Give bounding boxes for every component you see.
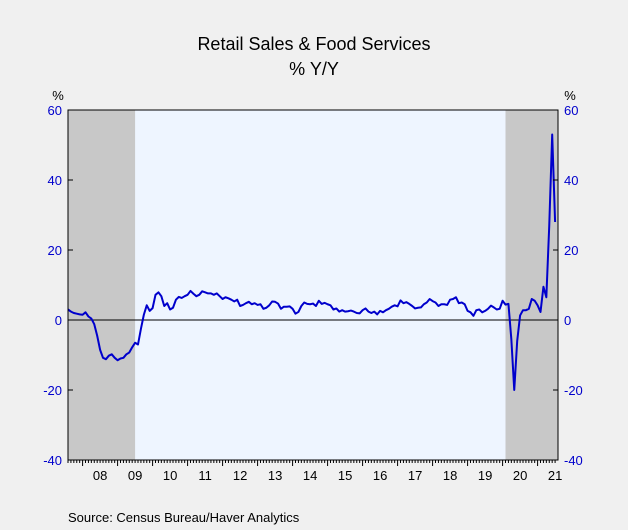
y-unit-right: % — [564, 88, 576, 103]
y-tick-label-left: 60 — [48, 103, 62, 118]
x-tick-label: 11 — [198, 468, 212, 483]
x-tick-label: 10 — [163, 468, 177, 483]
x-tick-label: 15 — [338, 468, 352, 483]
x-tick-label: 08 — [93, 468, 107, 483]
x-tick-label: 17 — [408, 468, 422, 483]
x-tick-label: 14 — [303, 468, 317, 483]
y-axis-right: -40 -20 0 20 40 60 — [553, 103, 583, 468]
y-tick-label-left: 20 — [48, 243, 62, 258]
y-tick-label-left: -40 — [43, 453, 62, 468]
x-tick-label: 18 — [443, 468, 457, 483]
y-tick-label-right: 60 — [564, 103, 578, 118]
y-tick-label-left: 40 — [48, 173, 62, 188]
x-tick-label: 16 — [373, 468, 387, 483]
y-tick-label-right: 20 — [564, 243, 578, 258]
x-tick-label: 12 — [233, 468, 247, 483]
chart-title: Retail Sales & Food Services — [197, 34, 430, 54]
x-tick-label: 19 — [478, 468, 492, 483]
x-tick-label: 13 — [268, 468, 282, 483]
y-tick-label-left: -20 — [43, 383, 62, 398]
recession-bands — [68, 110, 558, 460]
source-note: Source: Census Bureau/Haver Analytics — [68, 510, 300, 525]
y-unit-left: % — [52, 88, 64, 103]
y-tick-label-right: -20 — [564, 383, 583, 398]
x-tick-label: 20 — [513, 468, 527, 483]
y-tick-label-right: -40 — [564, 453, 583, 468]
chart-subtitle: % Y/Y — [289, 59, 339, 79]
series-line-retail-sales — [67, 133, 557, 391]
y-axis-left: -40 -20 0 20 40 60 — [43, 103, 73, 468]
x-tick-label: 21 — [548, 468, 562, 483]
recession-band-2 — [505, 110, 558, 460]
recession-band-1 — [68, 110, 136, 460]
x-tick-label: 09 — [128, 468, 142, 483]
y-tick-label-left: 0 — [55, 313, 62, 328]
plot-area — [67, 109, 559, 461]
x-axis: 08 09 10 11 12 13 14 15 16 17 18 19 20 21 — [67, 460, 562, 483]
y-tick-label-right: 0 — [564, 313, 571, 328]
plot-background — [68, 110, 558, 460]
y-tick-label-right: 40 — [564, 173, 578, 188]
